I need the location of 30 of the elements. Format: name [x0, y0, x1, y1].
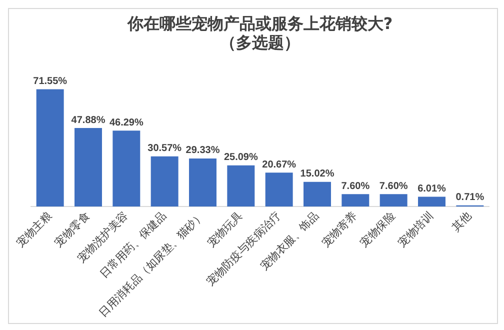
bar — [342, 194, 370, 207]
bar — [227, 165, 255, 207]
data-label: 71.55% — [33, 76, 68, 88]
bar — [112, 130, 140, 207]
bar — [380, 194, 408, 207]
bar — [304, 182, 331, 207]
bar — [418, 196, 446, 207]
x-tick-label: 宠物培训 — [396, 209, 436, 250]
data-label: 7.60% — [341, 180, 370, 192]
bar — [265, 172, 293, 207]
data-label: 29.33% — [186, 145, 220, 156]
data-label: 0.71% — [456, 192, 484, 204]
data-label: 6.01% — [418, 183, 446, 194]
x-tick-label: 宠物主粮 — [14, 209, 54, 250]
chart-subtitle: （多选题） — [220, 32, 300, 52]
data-label: 30.57% — [148, 143, 182, 154]
x-tick-label: 宠物保险 — [357, 209, 398, 250]
data-label: 47.88% — [71, 114, 106, 126]
chart-title: 你在哪些宠物产品或服务上花销较大? — [126, 14, 393, 33]
data-label: 15.02% — [300, 168, 334, 180]
bar — [189, 158, 216, 207]
data-label: 20.67% — [262, 159, 296, 170]
data-label: 25.09% — [224, 152, 258, 164]
data-label: 7.60% — [379, 180, 408, 192]
bar — [74, 128, 102, 207]
x-tick-label: 宠物寄养 — [319, 209, 360, 250]
bar — [36, 89, 64, 207]
x-tick-label: 其他 — [449, 209, 474, 234]
bar — [150, 156, 178, 207]
data-label: 46.29% — [109, 117, 144, 128]
